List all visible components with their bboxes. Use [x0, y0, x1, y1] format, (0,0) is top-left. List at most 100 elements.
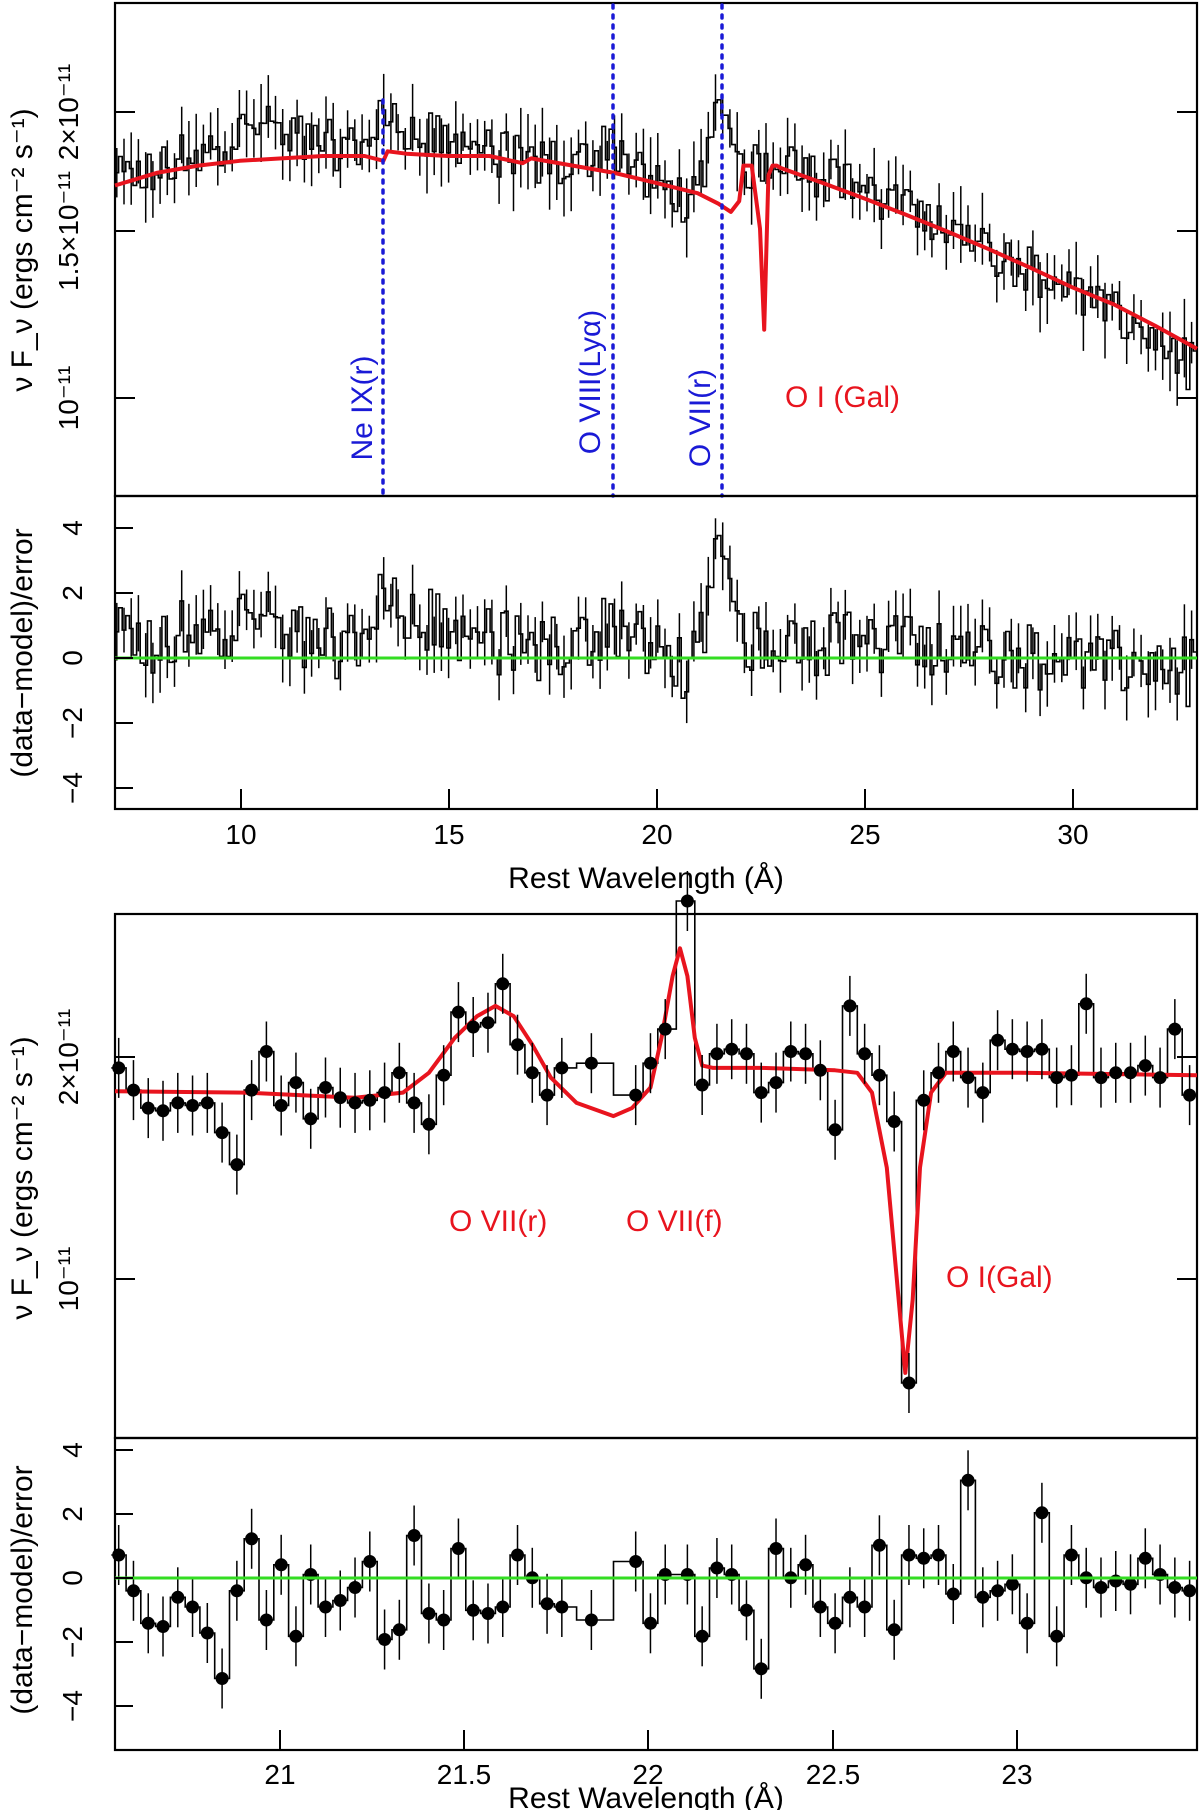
bottom-ytick-label-1: 10⁻¹¹ [53, 1247, 84, 1312]
bottom-rtick-label-m4: −4 [57, 1690, 88, 1722]
bottom-residual-point [1005, 1577, 1019, 1591]
bottom-data-point [1094, 1071, 1108, 1085]
bottom-residual-point [392, 1623, 406, 1637]
bottom-data-point [629, 1088, 643, 1102]
top-rtick-label-m4: −4 [57, 772, 88, 804]
bottom-residual-point [1094, 1581, 1108, 1594]
bottom-residual-point [991, 1584, 1005, 1598]
bottom-data-point [540, 1088, 554, 1102]
top-residual-ylabel: (data−model)/error [6, 528, 39, 777]
bottom-xtick-label-22.5: 22.5 [806, 1759, 861, 1790]
bottom-data-point [813, 1063, 827, 1077]
bottom-residual-point [274, 1558, 288, 1572]
bottom-rtick-label-0: 0 [57, 1570, 88, 1586]
bottom-residual-y-ticks [115, 1449, 133, 1707]
top-flux-y-ticks [115, 111, 1197, 399]
bottom-x-ticks [279, 1730, 1018, 1750]
bottom-residual-point [363, 1555, 377, 1568]
bottom-residual-point [1124, 1577, 1137, 1591]
bottom-residual-point [540, 1597, 554, 1611]
bottom-residual-point [437, 1613, 451, 1627]
top-ytick-label-1: 10⁻¹¹ [53, 366, 84, 431]
bottom-data-point [843, 999, 857, 1013]
bottom-flux-panel: 10⁻¹¹ 2×10⁻¹¹ ν F_ν (ergs cm⁻² s⁻¹) O VI… [6, 871, 1199, 1440]
bottom-data-point [319, 1081, 332, 1094]
bottom-data-point [289, 1076, 303, 1090]
bottom-data-point [1035, 1042, 1049, 1056]
bottom-residual-panel: 4 2 0 −2 −4 (data−model)/error 21 21.5 2… [6, 1436, 1199, 1810]
bottom-data-point [259, 1045, 273, 1058]
bottom-data-point [1153, 1071, 1167, 1085]
bottom-model-curve [114, 946, 1198, 1375]
bottom-xlabel: Rest Wavelength (Å) [508, 1782, 784, 1810]
bottom-residual-point [1035, 1506, 1049, 1520]
bottom-data-point [887, 1115, 901, 1128]
top-x-ticks [240, 789, 1074, 809]
bottom-residual-point [1109, 1574, 1123, 1588]
top-xtick-label-10: 10 [225, 819, 256, 850]
top-xtick-label-20: 20 [641, 819, 672, 850]
bottom-data-point [1064, 1068, 1078, 1082]
bottom-data-point [1138, 1059, 1152, 1073]
bottom-data-point [112, 1061, 126, 1075]
top-rtick-label-2: 2 [57, 585, 88, 601]
bottom-data-point [1079, 997, 1093, 1011]
bottom-residual-point [156, 1620, 170, 1633]
bottom-residual-point [555, 1600, 569, 1614]
bottom-residual-point [828, 1616, 842, 1630]
bottom-data-point [680, 894, 694, 908]
bottom-flux-frame [113, 912, 1199, 1440]
bottom-residual-point [872, 1538, 886, 1552]
bottom-residual-point [496, 1600, 510, 1614]
bottom-rtick-label-2: 2 [57, 1506, 88, 1522]
bottom-xtick-label-21: 21 [264, 1759, 295, 1790]
top-rtick-label-0: 0 [57, 650, 88, 666]
bottom-residual-point [141, 1616, 155, 1630]
bottom-residual-point [200, 1626, 214, 1640]
top-ytick-label-3: 2×10⁻¹¹ [53, 64, 84, 161]
bottom-data-point [1124, 1066, 1137, 1080]
bottom-residual-point [481, 1607, 495, 1620]
bottom-residual-point [584, 1613, 598, 1627]
top-xlabel: Rest Wavelength (Å) [508, 862, 784, 895]
bottom-residual-point [695, 1629, 709, 1643]
bottom-data-point [511, 1038, 524, 1052]
bottom-data-point [437, 1068, 451, 1082]
bottom-data-point [828, 1123, 842, 1137]
bottom-data-point [304, 1112, 318, 1126]
label-bottom-o-i-gal: O I(Gal) [946, 1261, 1053, 1294]
bottom-residual-point [813, 1600, 827, 1614]
bottom-residual-ylabel: (data−model)/error [6, 1465, 39, 1714]
bottom-data-point [754, 1086, 768, 1100]
bottom-data-point [1183, 1088, 1197, 1102]
bottom-data-point [156, 1104, 170, 1118]
bottom-data-point [799, 1047, 813, 1061]
bottom-data-point [976, 1086, 990, 1100]
bottom-residual-point [946, 1587, 960, 1601]
bottom-data-point [1168, 1022, 1182, 1036]
bottom-data-point [644, 1056, 657, 1070]
bottom-data-point [171, 1096, 185, 1110]
bottom-residual-frame [113, 1436, 1199, 1752]
bottom-residual-plot-area [111, 1450, 1197, 1709]
bottom-data-point [902, 1376, 916, 1390]
top-rtick-label-4: 4 [57, 520, 88, 536]
bottom-data-point [784, 1045, 798, 1058]
bottom-data-point [961, 1071, 975, 1085]
bottom-xtick-label-21.5: 21.5 [437, 1759, 492, 1790]
bottom-data-point [555, 1061, 569, 1075]
top-residual-plot-area [115, 518, 1197, 724]
bottom-data-point [333, 1091, 347, 1105]
bottom-flux-y-ticks [115, 1056, 1197, 1280]
bottom-residual-point [961, 1473, 975, 1487]
bottom-data-point [422, 1117, 436, 1131]
bottom-residual-point [917, 1551, 931, 1565]
bottom-data-point [1109, 1066, 1123, 1080]
bottom-residual-point [1183, 1584, 1197, 1598]
bottom-data-point [215, 1126, 229, 1140]
bottom-data-point [378, 1086, 392, 1100]
bottom-residual-point [348, 1581, 362, 1594]
top-rtick-label-m2: −2 [57, 707, 88, 739]
bottom-residual-point [333, 1594, 347, 1607]
